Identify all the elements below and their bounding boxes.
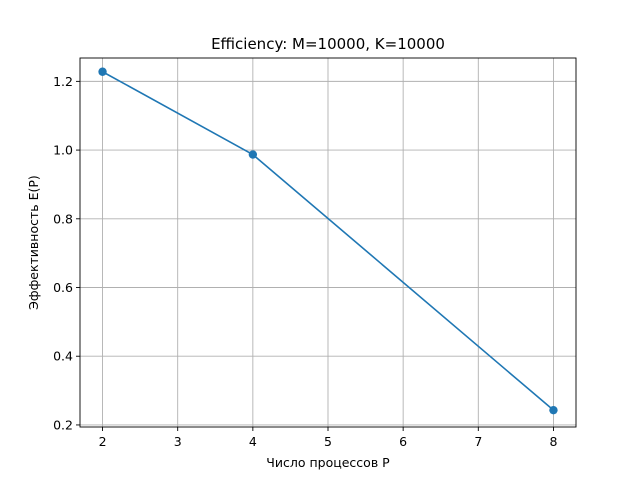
x-tick-label: 8 xyxy=(549,434,557,449)
x-tick-label: 6 xyxy=(399,434,407,449)
x-axis-label: Число процессов P xyxy=(266,455,390,470)
x-tick-label: 5 xyxy=(324,434,332,449)
y-axis-ticks: 0.2 0.4 0.6 0.8 1.0 1.2 xyxy=(53,74,80,432)
y-tick-label: 0.6 xyxy=(53,280,73,295)
y-tick-label: 1.2 xyxy=(53,74,73,89)
x-tick-label: 4 xyxy=(249,434,257,449)
y-axis-label: Эффективность E(P) xyxy=(26,175,41,310)
x-tick-label: 7 xyxy=(474,434,482,449)
data-point xyxy=(549,405,558,415)
x-axis-ticks: 2 3 4 5 6 7 8 xyxy=(99,427,557,449)
y-tick-label: 0.8 xyxy=(53,211,73,226)
x-tick-label: 3 xyxy=(174,434,182,449)
x-tick-label: 2 xyxy=(99,434,107,449)
y-tick-label: 0.2 xyxy=(53,417,73,432)
y-tick-label: 0.4 xyxy=(53,349,73,364)
series-layer xyxy=(98,67,558,415)
data-point xyxy=(98,67,107,76)
y-tick-label: 1.0 xyxy=(53,143,73,158)
chart-title: Efficiency: M=10000, K=10000 xyxy=(211,35,445,53)
grid-lines xyxy=(80,58,576,427)
data-point xyxy=(248,150,258,159)
